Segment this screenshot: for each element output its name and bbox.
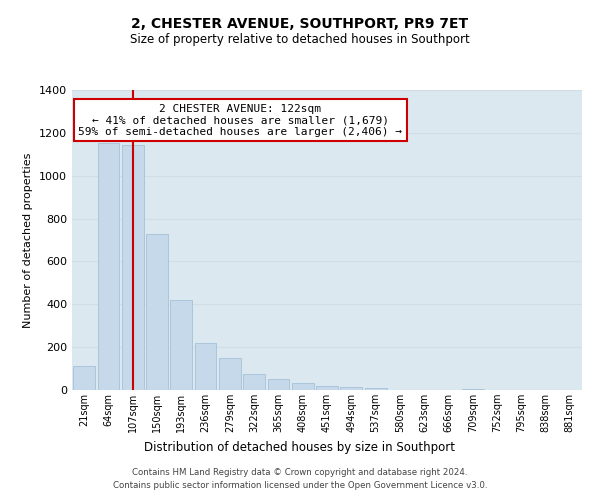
Bar — [73, 366, 95, 390]
Y-axis label: Number of detached properties: Number of detached properties — [23, 152, 34, 328]
Bar — [316, 386, 338, 390]
Bar — [194, 343, 217, 390]
Bar — [292, 382, 314, 390]
Text: 2 CHESTER AVENUE: 122sqm
← 41% of detached houses are smaller (1,679)
59% of sem: 2 CHESTER AVENUE: 122sqm ← 41% of detach… — [78, 104, 402, 136]
Bar — [462, 389, 484, 390]
Text: Contains HM Land Registry data © Crown copyright and database right 2024.: Contains HM Land Registry data © Crown c… — [132, 468, 468, 477]
Text: Contains public sector information licensed under the Open Government Licence v3: Contains public sector information licen… — [113, 482, 487, 490]
Bar — [146, 234, 168, 390]
Bar — [122, 144, 143, 390]
Bar — [365, 388, 386, 390]
Text: 2, CHESTER AVENUE, SOUTHPORT, PR9 7ET: 2, CHESTER AVENUE, SOUTHPORT, PR9 7ET — [131, 18, 469, 32]
Bar — [268, 380, 289, 390]
Bar — [97, 142, 119, 390]
Bar — [219, 358, 241, 390]
Bar — [340, 387, 362, 390]
Bar — [243, 374, 265, 390]
Text: Distribution of detached houses by size in Southport: Distribution of detached houses by size … — [145, 441, 455, 454]
Bar — [170, 300, 192, 390]
Text: Size of property relative to detached houses in Southport: Size of property relative to detached ho… — [130, 32, 470, 46]
